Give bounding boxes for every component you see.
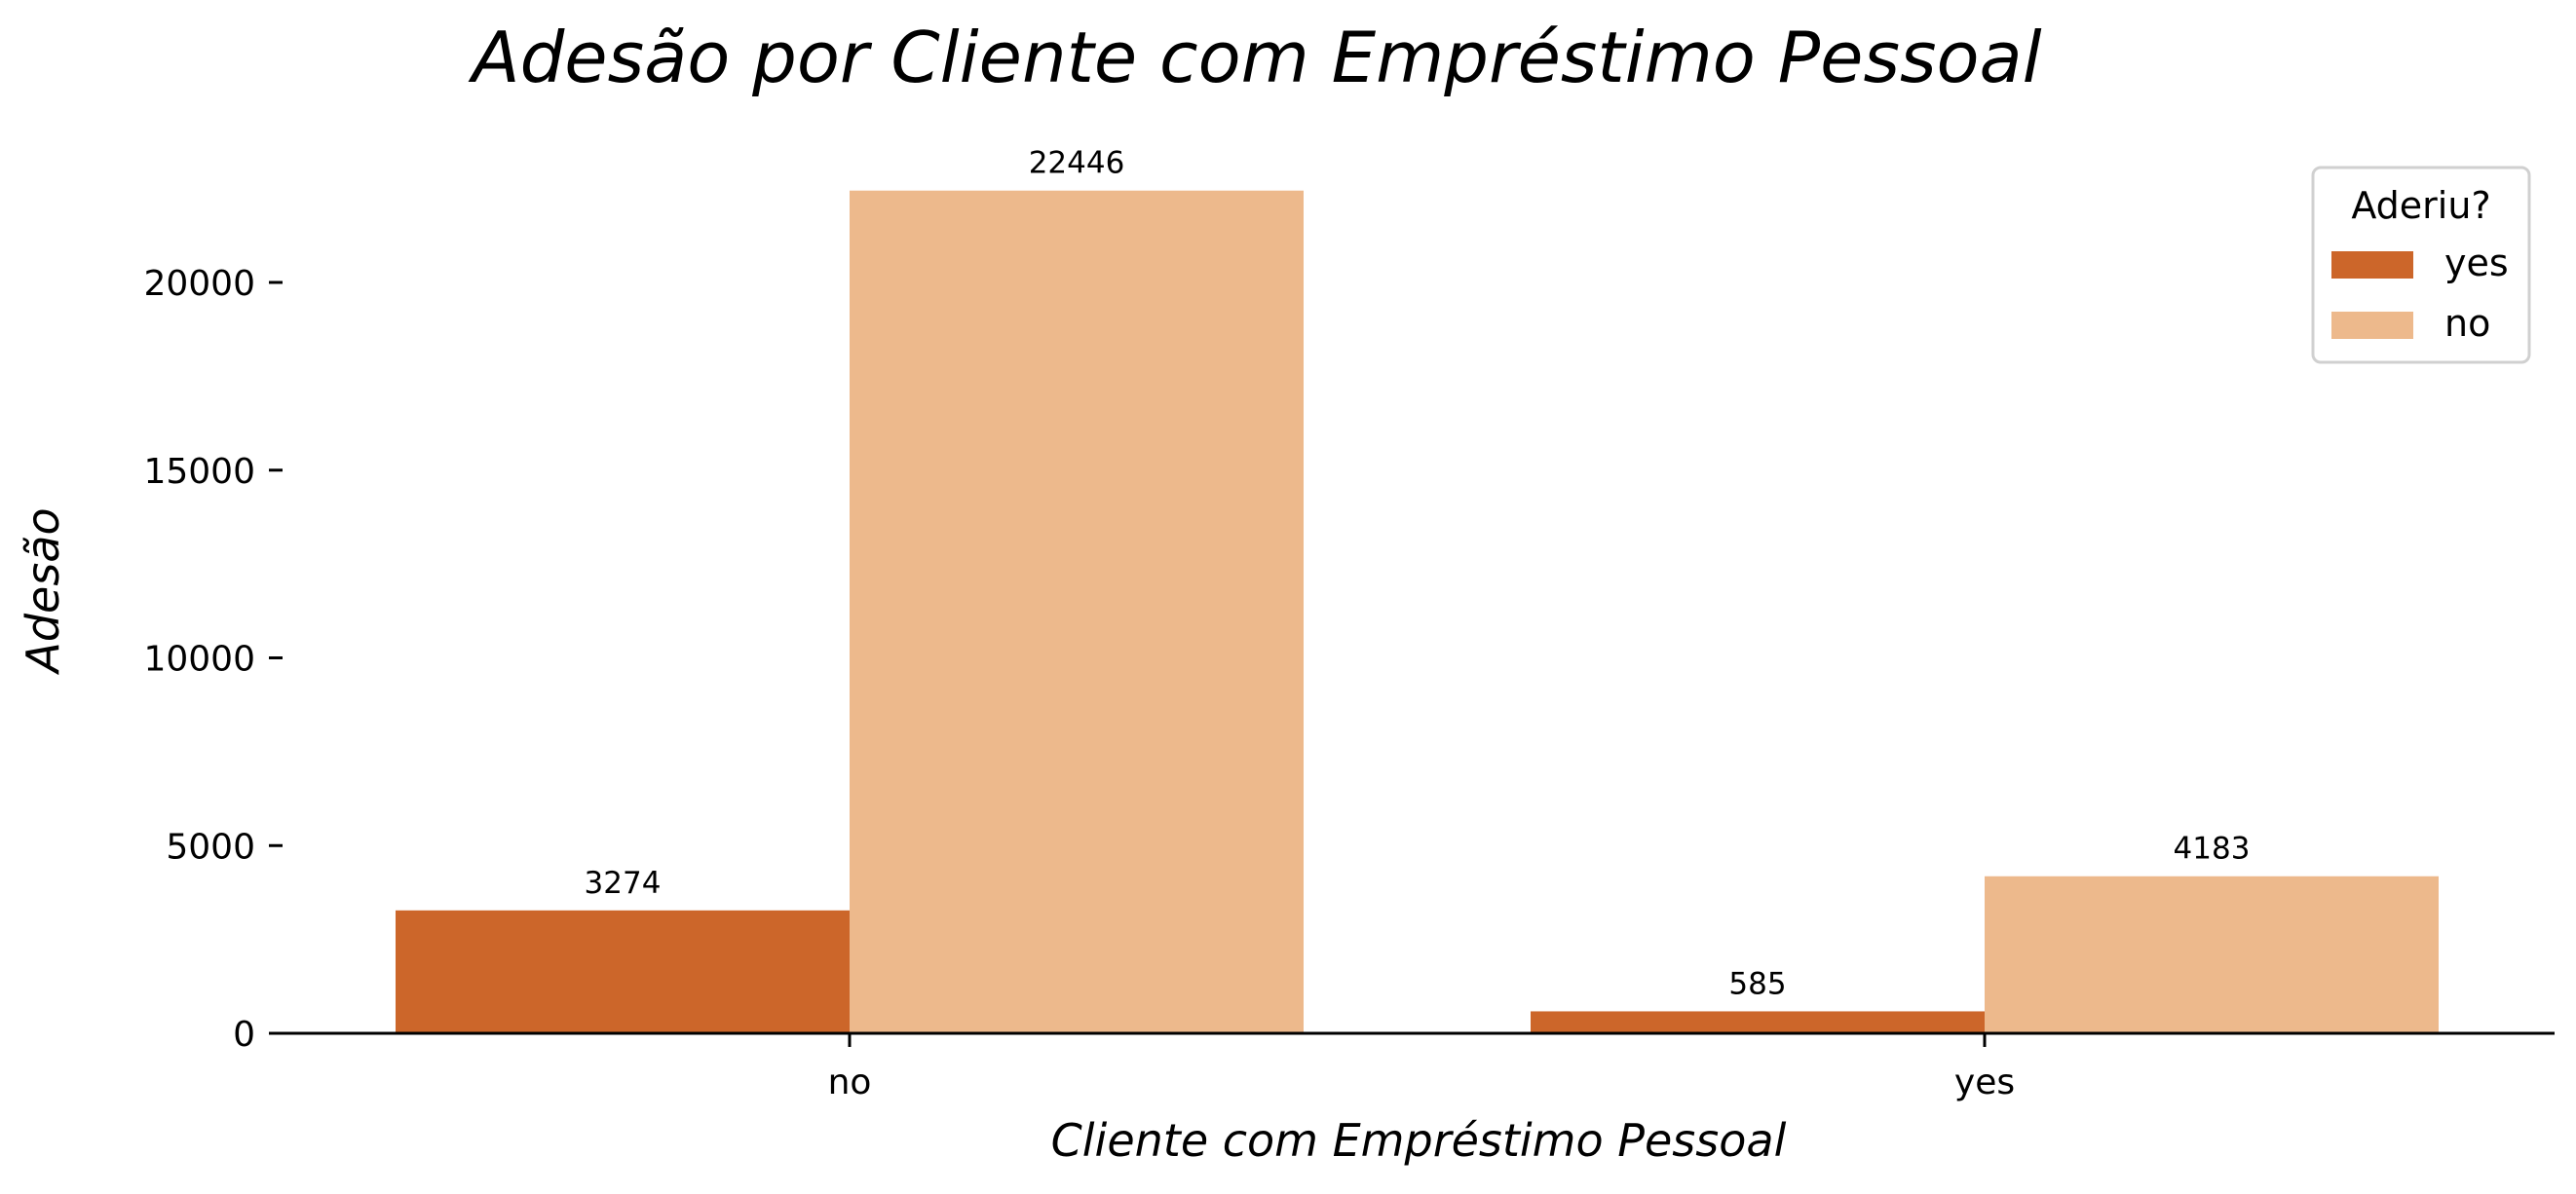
bar-no-no xyxy=(850,190,1304,1034)
data-label: 4183 xyxy=(2174,832,2251,867)
legend-label-yes: yes xyxy=(2444,242,2509,284)
bar-yes-yes xyxy=(1531,1011,1985,1033)
y-axis: 0 5000 10000 15000 20000 xyxy=(143,264,283,1055)
x-tick-label: no xyxy=(828,1063,872,1102)
y-tick-label: 20000 xyxy=(143,264,255,304)
legend-title: Aderiu? xyxy=(2351,184,2490,227)
x-axis-label: Cliente com Empréstimo Pessoal xyxy=(1051,1114,1787,1167)
x-tick-label: yes xyxy=(1954,1063,2015,1102)
y-tick-label: 15000 xyxy=(143,452,255,492)
bar-yes-no xyxy=(1985,876,2439,1033)
chart-title: Adesão por Cliente com Empréstimo Pessoa… xyxy=(468,17,2041,98)
data-label: 585 xyxy=(1728,966,1786,1001)
legend: Aderiu? yes no xyxy=(2311,166,2531,364)
legend-label-no: no xyxy=(2444,302,2490,345)
y-tick-label: 10000 xyxy=(143,640,255,680)
bar-no-yes xyxy=(396,910,850,1033)
y-axis-label: Adesão xyxy=(17,507,69,675)
legend-swatch-yes xyxy=(2331,251,2413,279)
legend-swatch-no xyxy=(2331,312,2413,339)
y-tick-label: 5000 xyxy=(166,827,255,867)
data-label: 22446 xyxy=(1029,146,1125,181)
x-axis: no yes xyxy=(269,1031,2555,1102)
y-tick-label: 0 xyxy=(233,1015,255,1055)
data-label: 3274 xyxy=(585,866,662,901)
bars-group: 3274 22446 585 4183 xyxy=(396,146,2439,1034)
